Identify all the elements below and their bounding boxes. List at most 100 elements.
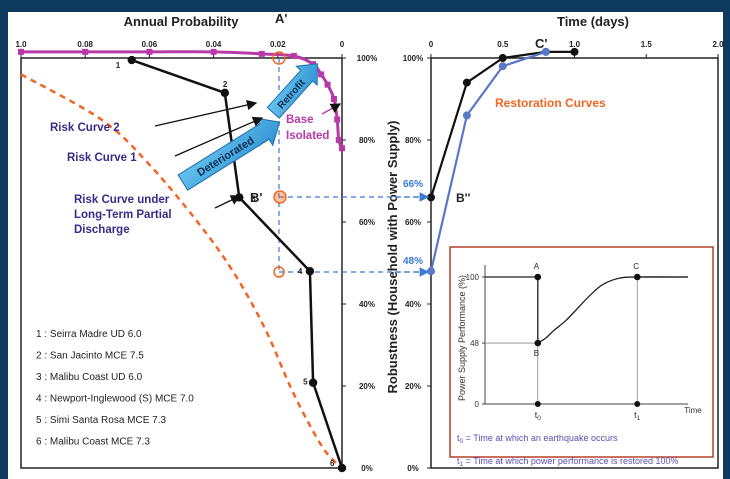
leader-risk-curve-2 [154,99,258,127]
right-y-tick-label: 40% [405,300,421,309]
left-x-tick-label: 0 [340,40,345,49]
left-x-tick-label: 1.0 [15,40,27,49]
inset-point [633,273,641,281]
base-isolated-point [330,96,337,102]
risk-curve-point-label: 6 [330,459,335,468]
scenario-legend-item: 3 : Malibu Coast UD 6.0 [36,372,143,383]
left-y-tick-label: 0% [361,464,373,473]
inset-x-label: Time [684,406,702,415]
restoration-point [541,47,550,56]
right-series [427,47,579,276]
left-y-tick-label: 80% [359,136,375,145]
left-x-tick-label: 0.04 [206,40,222,49]
base-isolated-point [258,50,265,57]
right-y-tick-label: 0% [407,464,419,473]
right-x-tick-label: 0 [429,40,434,49]
y-axis-title: Robustness (Household with Power Supply) [385,120,400,393]
label-c-prime: C' [535,36,547,51]
leader-long-term [214,195,242,209]
right-x-tick-label: 1.0 [569,40,581,49]
restoration-point [498,54,507,62]
risk-curve-point-label: 1 [116,61,121,70]
base-isolated-point [18,48,24,55]
restoration-point [462,78,471,87]
inset-x-tick-sub: 1 [637,415,641,422]
inset-y-tick-label: 100 [466,273,480,282]
risk-curve-point [220,88,230,98]
left-x-tick-label: 0.06 [142,40,158,49]
right-y-tick-label: 80% [405,136,421,145]
label-b-prime: B' [250,190,262,205]
left-chart-title: Annual Probability [124,14,240,29]
right-y-tick-label: 100% [403,54,423,63]
scenario-legend-item: 4 : Newport-Inglewood (S) MCE 7.0 [36,394,194,405]
series-long-term-discharge [20,73,343,469]
label-b-double-prime: B'' [456,191,471,205]
right-y-tick-label: 60% [405,218,421,227]
restoration-point [498,62,507,71]
right-y-tick-label: 20% [405,382,421,391]
inset-recovery-curve [537,276,689,344]
left-y-tick-label: 60% [359,218,375,227]
scenario-legend: 1 : Seirra Madre UD 6.0 2 : San Jacinto M… [36,329,194,448]
restoration-point [427,193,435,202]
footnote-t0: t0 = Time at which an earthquake occurs [457,433,618,445]
base-isolated-point [290,52,297,59]
restoration-point [570,47,579,56]
left-y-tick-label: 40% [359,300,375,309]
right-x-tick-label: 1.5 [641,40,653,49]
marker-48-ring [273,266,285,278]
restoration-point [462,111,471,120]
risk-curve-markers: 1 2 3 4 5 6 [116,55,347,473]
left-y-tick-label: 100% [357,54,377,63]
right-y-ticks: 0% 20% 40% 60% 80% 100% [403,54,431,473]
restoration-point [427,267,435,276]
label-base-isolated: Base Isolated [286,114,329,142]
risk-curve-point [337,463,347,473]
inset-x-tick-sub: 0 [537,415,541,422]
base-isolated-point [318,71,325,78]
inset-point-label: C [633,262,639,271]
left-x-tick-label: 0.02 [270,40,286,49]
inset-x-tick-label: t0 [535,410,542,422]
right-x-tick-label: 2.0 [712,40,724,49]
label-a-prime: A' [275,11,287,26]
marker-a-ring [272,51,286,65]
left-x-tick-label: 0.08 [77,40,93,49]
risk-curve-point-label: 3 [251,194,256,203]
inset-point [534,339,542,347]
left-y-tick-label: 20% [359,382,375,391]
scenario-legend-item: 1 : Seirra Madre UD 6.0 [36,329,142,340]
inset-x-tick-label: t1 [634,410,641,422]
inset-point [534,273,542,281]
mark-48: 48% [403,256,423,267]
right-chart-title: Time (days) [557,14,629,29]
right-x-tick-label: 0.5 [497,40,509,49]
base-isolated-point [324,81,331,88]
label-risk-curve-2: Risk Curve 2 [50,122,120,134]
risk-curve-point-label: 4 [298,267,303,276]
base-isolated-point [339,145,345,152]
mark-66: 66% [403,179,423,190]
marker-b-ring [273,190,287,204]
inset-box [449,246,714,458]
label-long-term: Risk Curve under Long-Term Partial Disch… [74,194,175,236]
series-risk-curve-1 [131,58,344,469]
inset-x-tick-dot [634,401,641,407]
inset-point-label: B [534,349,539,358]
inset-y-label: Power Supply Performance (%) [457,275,467,401]
restoration-series [429,50,547,272]
scenario-legend-item: 5 : Simi Santa Rosa MCE 7.3 [36,415,166,426]
risk-curve-point [308,378,318,387]
base-isolated-point [82,48,89,55]
restoration-curves-label: Restoration Curves [495,96,606,110]
inset-y-tick-label: 0 [475,400,480,409]
base-isolated-point [210,48,217,55]
scenario-legend-item: 2 : San Jacinto MCE 7.5 [36,351,144,362]
inset-y-tick-label: 48 [470,339,479,348]
left-plot-frame [20,57,343,469]
footnote-t1: t1 = Time at which power performance is … [457,456,679,468]
leader-risk-curve-1 [174,116,264,157]
risk-curve-point [305,267,315,276]
